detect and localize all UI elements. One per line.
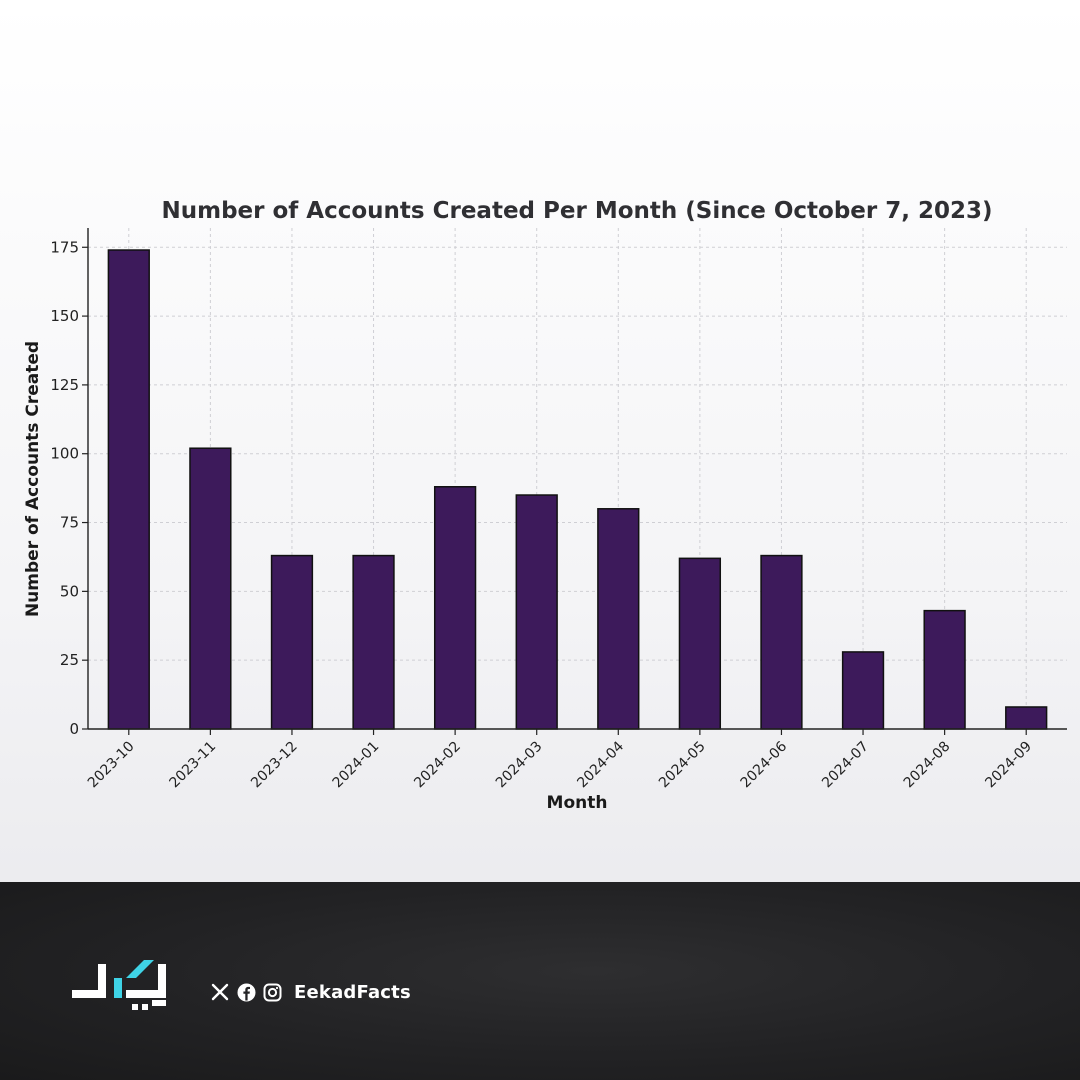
grid-lines — [88, 228, 1067, 730]
social-handle[interactable]: EekadFacts — [294, 981, 411, 1003]
chart-title: Number of Accounts Created Per Month (Si… — [161, 198, 992, 224]
y-tick-label: 100 — [50, 445, 79, 463]
bar-chart: Number of Accounts Created Per Month (Si… — [23, 198, 1067, 813]
brand-logo — [70, 958, 180, 1022]
axes — [82, 228, 1067, 735]
x-tick-label: 2023-10 — [85, 739, 138, 792]
x-tick-label: 2024-02 — [411, 739, 464, 792]
x-tick-labels: 2023-10 2023-11 2023-12 2024-01 2024-02 2024-… — [85, 738, 1035, 791]
x-tick-label: 2024-05 — [656, 739, 709, 792]
bar-2023-10 — [107, 249, 150, 730]
x-tick-label: 2024-09 — [982, 739, 1035, 792]
bar-2024-03 — [515, 494, 558, 730]
x-tick-label: 2024-07 — [819, 739, 872, 792]
bar-2023-11 — [189, 447, 232, 730]
y-tick-label: 0 — [69, 720, 79, 738]
bar-2024-07 — [841, 651, 885, 730]
x-axis-label: Month — [547, 793, 608, 813]
chart-area: Number of Accounts Created Per Month (Si… — [23, 198, 1067, 813]
x-tick-label: 2024-08 — [901, 739, 954, 792]
y-tick-label: 150 — [50, 307, 79, 325]
footer-bar — [0, 882, 1080, 1080]
y-axis-label: Number of Accounts Created — [23, 341, 43, 617]
bar-2024-08 — [923, 609, 966, 730]
y-tick-labels: 0 25 50 75 100 125 150 175 — [50, 238, 79, 738]
eekad-logo-icon — [72, 960, 166, 1010]
x-tick-label: 2023-12 — [248, 739, 301, 792]
x-icon[interactable] — [210, 982, 230, 1002]
bar-2024-01 — [352, 554, 395, 730]
bar-2024-02 — [433, 486, 477, 730]
facebook-icon[interactable] — [236, 982, 256, 1002]
x-tick-label: 2023-11 — [167, 739, 220, 792]
bar-2024-09 — [1005, 706, 1048, 730]
x-tick-label: 2024-06 — [738, 738, 791, 791]
y-tick-label: 50 — [60, 582, 79, 600]
bars — [107, 249, 1048, 730]
instagram-icon[interactable] — [262, 982, 282, 1002]
bar-2024-04 — [597, 508, 640, 730]
x-tick-label: 2024-03 — [493, 739, 546, 792]
bar-2024-05 — [678, 557, 722, 730]
y-tick-label: 25 — [60, 651, 79, 669]
bar-2024-06 — [760, 554, 803, 730]
social-links: EekadFacts — [210, 978, 411, 1006]
y-tick-label: 75 — [60, 514, 79, 532]
x-tick-label: 2024-01 — [330, 739, 383, 792]
y-tick-label: 175 — [50, 238, 79, 256]
bar-2023-12 — [270, 554, 314, 730]
x-tick-label: 2024-04 — [574, 738, 627, 791]
y-tick-label: 125 — [50, 376, 79, 394]
